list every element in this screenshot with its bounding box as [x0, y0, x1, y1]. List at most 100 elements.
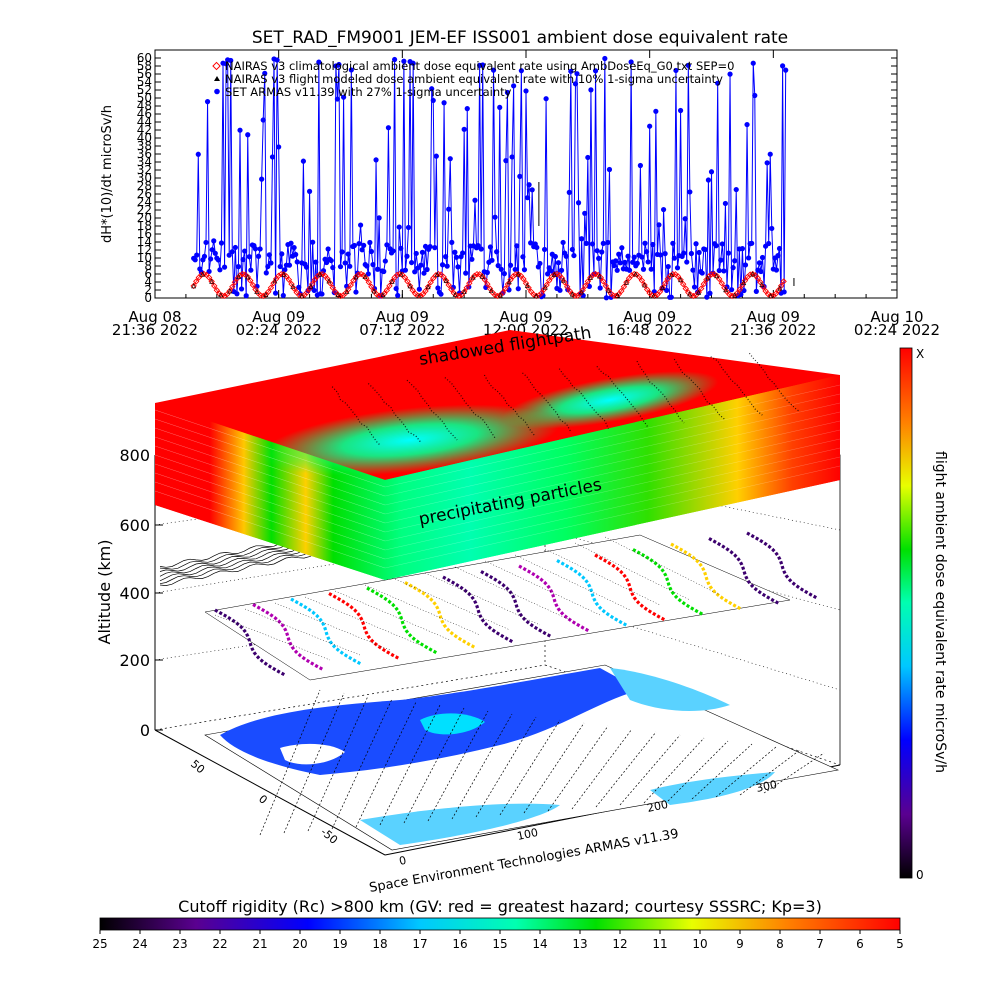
nairas-clim-point — [404, 278, 411, 285]
ts-y-axis: 0246810121416182022242628303234363840424… — [137, 51, 897, 305]
slab-stripe — [154, 427, 386, 506]
ts-legend: NAIRAS v3 climatological ambient dose eq… — [212, 59, 734, 99]
armas-point — [208, 256, 214, 262]
flight-track — [328, 592, 400, 660]
armas-point — [416, 286, 422, 292]
map-track — [763, 752, 825, 794]
armas-point — [719, 241, 725, 247]
armas-point — [257, 246, 263, 252]
hcolorbar-tick-label: 13 — [572, 937, 587, 951]
armas-point — [296, 284, 302, 290]
legend-marker-circle — [214, 88, 220, 95]
flight-track — [632, 548, 704, 616]
nairas-clim-point — [690, 292, 697, 300]
armas-point — [229, 249, 235, 255]
armas-point — [783, 67, 789, 73]
ts-y-tick-label: 40 — [137, 131, 152, 145]
nairas-clim-point — [522, 280, 530, 287]
nairas-clim-point — [589, 271, 597, 279]
nairas-clim-point — [440, 273, 447, 281]
armas-point — [277, 263, 283, 270]
armas-point — [361, 242, 367, 249]
map-track — [499, 719, 561, 816]
altitude-ticks: 0 200 400 600 800 — [119, 446, 163, 740]
nairas-clim-point — [306, 285, 313, 292]
nairas-clim-point — [520, 275, 527, 283]
nairas-clim-point — [221, 292, 228, 300]
nairas-clim-point — [388, 278, 396, 285]
nairas-clim-point — [267, 284, 275, 291]
ts-title: SET_RAD_FM9001 JEM-EF ISS001 ambient dos… — [252, 28, 788, 48]
armas-point — [640, 266, 647, 272]
nairas-clim-point — [308, 280, 316, 288]
nairas-clim-point — [641, 281, 648, 289]
armas-point — [446, 206, 452, 212]
nairas-clim-point — [252, 286, 259, 293]
armas-point — [272, 290, 279, 296]
armas-point — [384, 242, 390, 248]
armas-point — [405, 224, 412, 231]
armas-point — [631, 254, 637, 260]
track-grid — [514, 554, 631, 611]
armas-point — [450, 284, 456, 290]
nairas-flight-point — [633, 271, 638, 277]
nairas-clim-point — [584, 278, 592, 285]
ts-y-tick-label: 6 — [144, 267, 152, 281]
ts-x-tick-label-date: Aug 09 — [623, 308, 676, 326]
armas-point — [392, 56, 398, 63]
armas-point — [469, 256, 475, 262]
armas-point — [541, 246, 548, 253]
armas-point — [300, 158, 306, 164]
track-grid — [214, 614, 331, 661]
nairas-flight-point — [317, 271, 323, 277]
armas-point — [435, 285, 441, 291]
armas-point — [742, 262, 749, 268]
armas-point — [660, 206, 667, 213]
nairas-flight-point — [605, 287, 611, 293]
nairas-clim-point — [775, 287, 782, 294]
armas-point — [727, 71, 733, 77]
flight-track — [404, 581, 476, 649]
armas-point — [357, 222, 364, 228]
hcolorbar-tick-label: 11 — [652, 937, 667, 951]
nairas-clim-point — [226, 287, 233, 295]
armas-point — [524, 195, 531, 201]
map-track — [739, 749, 801, 796]
armas-point — [430, 97, 436, 104]
armas-point — [282, 267, 288, 273]
armas-point — [582, 210, 588, 216]
armas-point — [246, 254, 252, 260]
armas-point — [682, 216, 688, 222]
armas-point — [653, 108, 659, 114]
nairas-flight-point — [209, 278, 215, 284]
map-track — [691, 743, 753, 800]
nairas-clim-point — [525, 284, 532, 291]
armas-point — [243, 293, 249, 299]
armas-point — [248, 267, 254, 273]
nairas-flight-point — [416, 293, 422, 299]
armas-point — [725, 250, 732, 256]
nairas-flight-point — [533, 293, 539, 299]
track-grid — [604, 536, 721, 596]
ts-y-tick-label: 28 — [137, 179, 152, 193]
armas-point — [557, 287, 563, 293]
armas-point — [223, 61, 229, 67]
ts-x-tick-label-date: Aug 10 — [870, 308, 923, 326]
armas-point — [280, 292, 286, 299]
armas-point — [759, 254, 766, 261]
armas-point — [325, 246, 331, 252]
ts-y-tick-label: 10 — [137, 251, 152, 265]
armas-point — [750, 60, 756, 66]
armas-point — [201, 253, 208, 259]
armas-point — [492, 214, 498, 220]
armas-point — [767, 151, 773, 157]
nairas-flight-point — [371, 288, 377, 294]
armas-point — [356, 241, 362, 247]
armas-point — [452, 249, 458, 255]
armas-point — [381, 268, 387, 275]
nairas-clim-point — [249, 281, 257, 289]
nairas-clim-point — [759, 283, 767, 290]
ts-y-tick-label: 30 — [137, 171, 152, 185]
armas-point — [611, 263, 617, 269]
hcolorbar-tick-label: 5 — [896, 937, 904, 951]
